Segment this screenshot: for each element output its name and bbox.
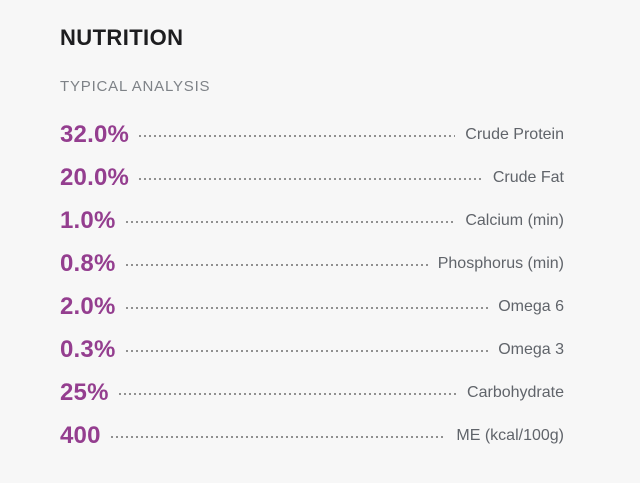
analysis-value: 0.8% — [60, 250, 116, 277]
analysis-label: ME (kcal/100g) — [456, 427, 564, 444]
analysis-row-carbohydrate: 25% Carbohydrate — [60, 372, 564, 415]
analysis-row-crude-fat: 20.0% Crude Fat — [60, 157, 564, 200]
section-subtitle: TYPICAL ANALYSIS — [60, 77, 211, 95]
analysis-label: Crude Protein — [465, 126, 564, 143]
analysis-label: Crude Fat — [492, 169, 564, 186]
leader-dashes — [110, 436, 447, 438]
analysis-label: Calcium (min) — [465, 212, 564, 229]
analysis-row-me-kcal: 400 ME (kcal/100g) — [60, 415, 564, 458]
analysis-row-calcium: 1.0% Calcium (min) — [60, 200, 564, 243]
section-title: NUTRITION — [60, 25, 184, 50]
analysis-value: 400 — [60, 422, 101, 449]
analysis-value: 25% — [60, 379, 109, 406]
leader-dashes — [125, 350, 489, 352]
leader-dashes — [125, 307, 489, 309]
analysis-row-omega-6: 2.0% Omega 6 — [60, 286, 564, 329]
typical-analysis-list: 32.0% Crude Protein 20.0% Crude Fat 1.0%… — [60, 114, 564, 458]
leader-dashes — [118, 393, 458, 395]
analysis-label: Carbohydrate — [467, 384, 564, 401]
leader-dashes — [139, 178, 483, 180]
analysis-row-omega-3: 0.3% Omega 3 — [60, 329, 564, 372]
nutrition-section: NUTRITION TYPICAL ANALYSIS 32.0% Crude P… — [60, 25, 564, 458]
analysis-row-phosphorus: 0.8% Phosphorus (min) — [60, 243, 564, 286]
analysis-value: 2.0% — [60, 293, 116, 320]
leader-dashes — [139, 135, 456, 137]
leader-dashes — [125, 264, 428, 266]
analysis-label: Omega 6 — [498, 298, 564, 315]
analysis-value: 32.0% — [60, 121, 130, 148]
analysis-label: Phosphorus (min) — [437, 255, 564, 272]
analysis-value: 1.0% — [60, 207, 116, 234]
analysis-value: 0.3% — [60, 336, 116, 363]
analysis-label: Omega 3 — [498, 341, 564, 358]
leader-dashes — [125, 221, 456, 223]
analysis-value: 20.0% — [60, 164, 130, 191]
analysis-row-crude-protein: 32.0% Crude Protein — [60, 114, 564, 157]
